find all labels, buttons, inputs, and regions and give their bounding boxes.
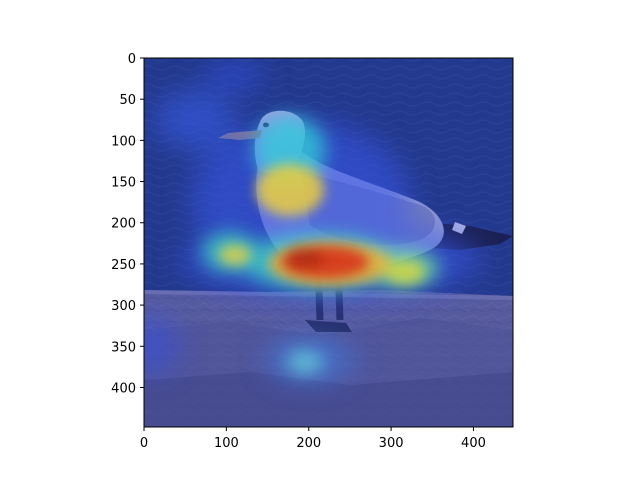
y-tick-label: 100 [111, 134, 136, 149]
axes-frame [143, 57, 514, 428]
x-tick-label: 400 [461, 436, 486, 451]
x-tick-label: 0 [140, 436, 148, 451]
x-tick-label: 300 [379, 436, 404, 451]
attention-heatmap [144, 58, 513, 427]
y-tick-label: 50 [119, 93, 136, 108]
x-axis: 0 100 200 300 400 [140, 427, 486, 451]
y-axis: 0 50 100 150 200 250 300 350 400 [111, 52, 144, 396]
y-tick-label: 150 [111, 176, 136, 191]
y-tick-label: 250 [111, 258, 136, 273]
y-tick-label: 300 [111, 299, 136, 314]
y-tick-label: 350 [111, 340, 136, 355]
x-tick-label: 100 [214, 436, 239, 451]
heatmap-image [144, 58, 513, 427]
x-tick-label: 200 [296, 436, 321, 451]
y-tick-label: 400 [111, 381, 136, 396]
y-tick-label: 200 [111, 217, 136, 232]
y-tick-label: 0 [128, 52, 136, 67]
